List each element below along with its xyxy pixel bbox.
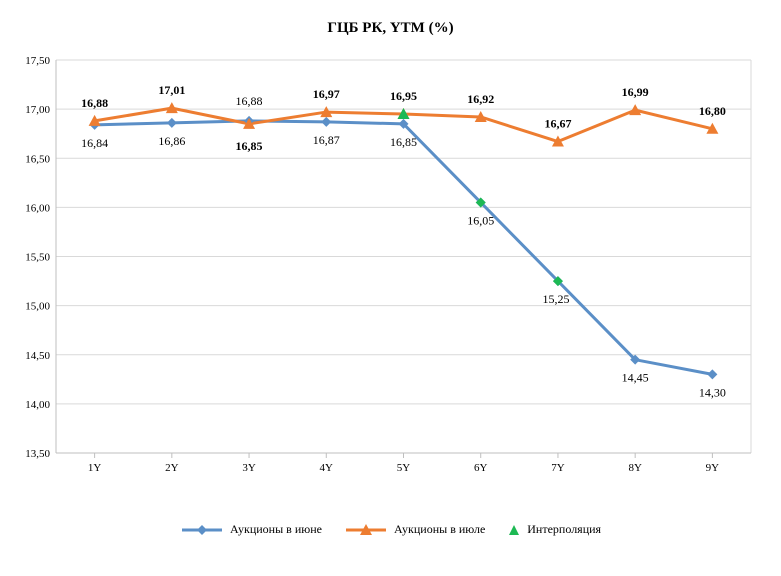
series-1-point-7 — [629, 104, 642, 116]
y-tick-label-3: 15,00 — [25, 301, 50, 313]
series-1-point-3 — [320, 106, 333, 118]
x-tick-label-4: 5Y — [397, 462, 411, 474]
y-tick-label-4: 15,50 — [25, 252, 50, 264]
june-data-label-6: 15,25 — [542, 292, 569, 306]
july-data-label-5: 16,92 — [467, 92, 494, 106]
y-tick-label-7: 17,00 — [25, 104, 50, 116]
legend-june-swatch — [181, 524, 222, 535]
y-tick-label-8: 17,50 — [25, 55, 50, 67]
june-data-label-5: 16,05 — [467, 213, 494, 227]
x-tick-label-2: 3Y — [242, 462, 256, 474]
chart-legend: Аукционы в июне Аукционы в июле Интерпол… — [0, 522, 781, 537]
x-tick-label-1: 2Y — [165, 462, 179, 474]
july-data-label-6: 16,67 — [544, 117, 571, 131]
series-1-point-1 — [165, 102, 178, 114]
interpolation-point-2 — [552, 276, 563, 287]
x-tick-label-3: 4Y — [320, 462, 334, 474]
y-tick-label-5: 16,00 — [25, 202, 50, 214]
legend-june-label: Аукционы в июне — [229, 522, 322, 536]
legend-item-june: Аукционы в июне — [180, 522, 322, 537]
series-0-point-1 — [166, 117, 177, 128]
legend-july-swatch — [345, 523, 386, 535]
legend-interpolation-label: Интерполяция — [527, 522, 602, 536]
july-data-label-1: 17,01 — [158, 83, 185, 97]
series-1-point-6 — [551, 135, 564, 147]
july-data-label-8: 16,80 — [699, 104, 726, 118]
june-data-label-7: 14,45 — [622, 371, 649, 385]
series-1-point-5 — [474, 110, 487, 122]
june-data-label-3: 16,87 — [313, 133, 340, 147]
july-data-label-4: 16,95 — [390, 89, 417, 103]
june-data-label-8: 14,30 — [699, 385, 726, 399]
legend-item-interpolation: Интерполяция — [507, 522, 601, 537]
june-data-label-1: 16,86 — [158, 134, 185, 148]
legend-interpolation-swatch — [509, 524, 520, 535]
july-data-label-2: 16,85 — [236, 139, 263, 153]
july-data-label-7: 16,99 — [622, 85, 649, 99]
series-1-point-8 — [706, 122, 719, 134]
interpolation-point-1 — [475, 197, 486, 208]
interpolation-point-0 — [397, 108, 410, 120]
june-data-label-2: 16,88 — [236, 94, 263, 108]
x-tick-label-8: 9Y — [706, 462, 720, 474]
legend-july-label: Аукционы в июле — [393, 522, 486, 536]
july-data-label-3: 16,97 — [313, 87, 340, 101]
x-tick-label-7: 8Y — [628, 462, 642, 474]
legend-item-july: Аукционы в июле — [344, 522, 485, 537]
y-tick-label-0: 13,50 — [25, 448, 50, 460]
series-0-point-4 — [398, 118, 409, 129]
series-line-0 — [94, 119, 713, 376]
series-1-point-0 — [88, 114, 101, 126]
y-tick-label-1: 14,00 — [25, 399, 50, 411]
y-tick-label-2: 14,50 — [25, 350, 50, 362]
july-data-label-0: 16,88 — [81, 96, 108, 110]
x-tick-label-0: 1Y — [88, 462, 102, 474]
june-data-label-4: 16,85 — [390, 135, 417, 149]
chart-title: ГЦБ РК, YTM (%) — [327, 20, 454, 36]
series-0-point-8 — [707, 369, 718, 380]
y-tick-label-6: 16,50 — [25, 153, 50, 165]
x-tick-label-5: 6Y — [474, 462, 488, 474]
june-data-label-0: 16,84 — [81, 136, 108, 150]
series-0-point-7 — [630, 354, 641, 365]
series-1-point-2 — [243, 117, 256, 129]
series-0-point-3 — [321, 116, 332, 127]
x-tick-label-6: 7Y — [551, 462, 565, 474]
